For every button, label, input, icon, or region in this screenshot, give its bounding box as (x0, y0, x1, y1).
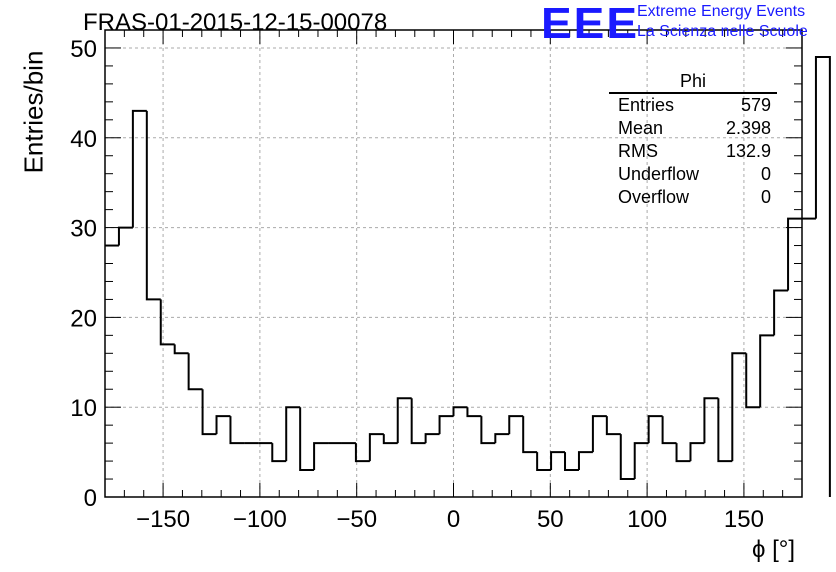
histogram-bin (773, 289, 789, 336)
histogram-bin (703, 397, 719, 444)
histogram-bin (745, 353, 761, 409)
stats-row: RMS 132.9 (609, 140, 777, 163)
histogram-bin (452, 406, 468, 417)
histogram-bin (717, 398, 733, 463)
x-tick-label: −100 (233, 506, 287, 533)
histogram-bin (564, 452, 579, 472)
histogram-bin (466, 407, 482, 418)
x-tick-label: 100 (627, 506, 667, 533)
histogram-bin (633, 442, 649, 480)
histogram-bin (299, 407, 315, 472)
stats-value: 0 (760, 164, 771, 184)
x-tick-label: −50 (336, 506, 377, 533)
x-tick-label: 150 (724, 506, 764, 533)
stats-row: Underflow 0 (609, 163, 777, 186)
histogram-bin (173, 344, 189, 355)
histogram-bin (145, 110, 161, 301)
histogram-bin (159, 299, 175, 346)
stats-label: RMS (618, 141, 658, 161)
stats-row: Entries 579 (609, 94, 777, 117)
histogram-bin (354, 443, 370, 463)
histogram-bin (117, 226, 133, 246)
histogram-bin (661, 416, 677, 445)
stats-value: 2.398 (725, 118, 771, 138)
histogram-bin (675, 443, 691, 463)
logo-line2: La Scienza nelle Scuole (637, 23, 808, 40)
histogram-bin (396, 397, 412, 444)
histogram-bin (536, 452, 552, 472)
y-tick-label: 50 (70, 36, 97, 63)
stats-title: Phi (609, 70, 777, 94)
histogram-bin (787, 217, 802, 291)
histogram-bin (229, 416, 245, 445)
y-tick-label: 30 (70, 216, 97, 243)
y-tick-label: 0 (84, 485, 97, 512)
x-tick-label: −150 (136, 506, 190, 533)
stats-label: Overflow (618, 187, 690, 207)
logo-line1: Extreme Energy Events (637, 3, 806, 20)
x-axis-label: ϕ [°] (752, 536, 796, 563)
histogram-bin (577, 451, 593, 471)
histogram-bin (605, 416, 621, 436)
histogram-bars (105, 55, 831, 497)
stats-label: Underflow (618, 164, 700, 184)
y-tick-label: 10 (70, 395, 97, 422)
histogram-bin (814, 55, 831, 497)
histogram-bin (424, 433, 440, 444)
stats-label: Entries (618, 95, 675, 115)
stats-value: 579 (740, 95, 771, 115)
histogram-bin (131, 109, 147, 228)
histogram-bin (689, 442, 705, 462)
histogram-bin (382, 434, 398, 445)
stats-box: Phi Entries 579 Mean 2.398 RMS 132.9 Underf… (609, 70, 777, 209)
y-axis-label: Entries/bin (18, 50, 49, 174)
stats-row: Mean 2.398 (609, 117, 777, 140)
histogram-bin (619, 434, 635, 481)
x-tick-label: 50 (537, 506, 564, 533)
histogram-bin (480, 416, 496, 445)
y-tick-label: 20 (70, 305, 97, 332)
histogram-bin (285, 406, 301, 462)
stats-value: 0 (760, 187, 771, 207)
histogram-bin (731, 352, 747, 462)
histogram-bin (759, 334, 775, 408)
histogram-bin (508, 415, 524, 435)
histogram-bin (647, 415, 663, 444)
stats-label: Mean (618, 118, 664, 138)
histogram-bin (591, 415, 607, 453)
histogram-bin (313, 442, 329, 471)
histogram-bin (550, 451, 566, 471)
stats-value: 132.9 (725, 141, 771, 161)
histogram-bin (187, 353, 203, 391)
histogram-bin (438, 415, 454, 435)
y-tick-label: 40 (70, 126, 97, 153)
eee-logo: EEE (541, 0, 640, 48)
tick-labels: −150 −100 −50 0 50 100 150 0 10 20 30 40 50 (70, 36, 764, 533)
histogram-bin (494, 433, 510, 444)
histogram-bin (271, 443, 287, 463)
histogram-bin (215, 415, 231, 435)
plot-frame (104, 29, 803, 498)
histogram-bin (410, 398, 426, 445)
stats-row: Overflow 0 (609, 186, 777, 209)
x-tick-label: 0 (447, 506, 460, 533)
histogram-bin (522, 416, 538, 454)
histogram-bin (368, 433, 384, 462)
histogram-bin (201, 389, 217, 436)
page-title: FRAS-01-2015-12-15-00078 (83, 9, 388, 36)
